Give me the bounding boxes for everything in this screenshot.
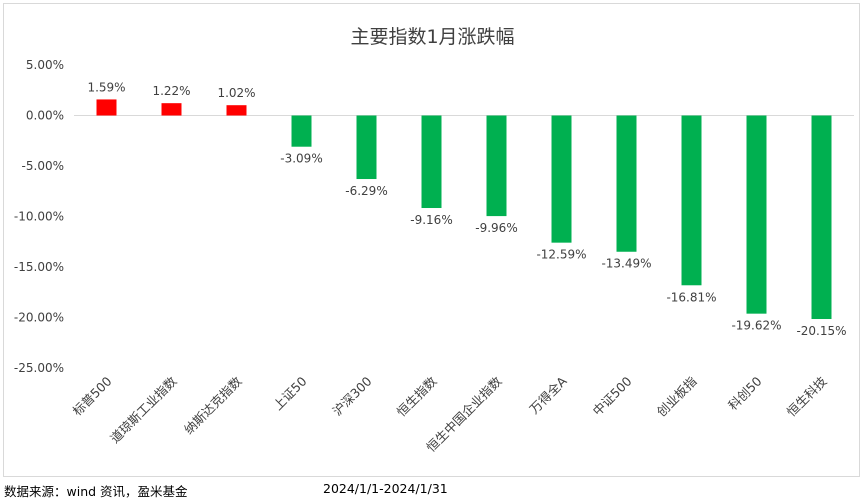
- data-label: 1.02%: [217, 86, 255, 100]
- data-label: -19.62%: [731, 319, 781, 333]
- data-source-note: 数据来源：wind 资讯，盈米基金: [4, 484, 188, 499]
- bar: [421, 115, 442, 209]
- bar: [486, 115, 507, 217]
- data-label: -13.49%: [601, 257, 651, 271]
- data-label: -9.16%: [410, 213, 452, 227]
- category-label: 创业板指: [654, 374, 700, 420]
- bar-chart: 5.00% 0.00% -5.00% -10.00% -15.00% -20.00% -25…: [14, 58, 854, 455]
- category-label: 上证50: [270, 373, 310, 413]
- data-label: -20.15%: [796, 324, 846, 338]
- y-tick-label: -25.00%: [14, 361, 64, 375]
- category-label: 科创50: [725, 373, 765, 413]
- bar: [161, 103, 182, 116]
- category-label: 恒生指数: [394, 373, 440, 419]
- category-label: 纳斯达克指数: [181, 373, 245, 437]
- category-label: 沪深300: [329, 373, 374, 418]
- category-label: 万得全A: [526, 373, 569, 416]
- bar: [551, 115, 572, 243]
- data-label: -9.96%: [475, 221, 517, 235]
- bar: [681, 115, 702, 286]
- bar: [291, 115, 312, 147]
- date-range-note: 2024/1/1-2024/1/31: [323, 481, 448, 496]
- chart-title: 主要指数1月涨跌幅: [350, 26, 515, 48]
- data-label: 1.22%: [152, 84, 190, 98]
- y-tick-label: -20.00%: [14, 311, 64, 325]
- y-tick-label: -5.00%: [22, 159, 64, 173]
- bar: [226, 105, 247, 116]
- category-label: 道琼斯工业指数: [107, 373, 180, 446]
- data-label: 1.59%: [87, 80, 125, 94]
- y-tick-label: 0.00%: [26, 109, 64, 123]
- bar: [811, 115, 832, 320]
- bar: [356, 115, 377, 180]
- chart-frame: 主要指数1月涨跌幅 5.00% 0.00% -5.00% -10.00% -15.00%…: [3, 3, 860, 477]
- y-tick-label: 5.00%: [26, 58, 64, 72]
- y-tick-label: -10.00%: [14, 210, 64, 224]
- category-label: 恒生科技: [784, 373, 830, 419]
- bar: [746, 115, 767, 314]
- category-label: 标普500: [69, 373, 114, 418]
- data-label: -12.59%: [536, 248, 586, 262]
- bar: [616, 115, 637, 252]
- data-label: -6.29%: [345, 184, 387, 198]
- bar: [96, 99, 117, 116]
- y-tick-label: -15.00%: [14, 260, 64, 274]
- category-label: 中证500: [589, 373, 634, 418]
- data-label: -16.81%: [666, 290, 716, 304]
- data-label: -3.09%: [280, 152, 322, 166]
